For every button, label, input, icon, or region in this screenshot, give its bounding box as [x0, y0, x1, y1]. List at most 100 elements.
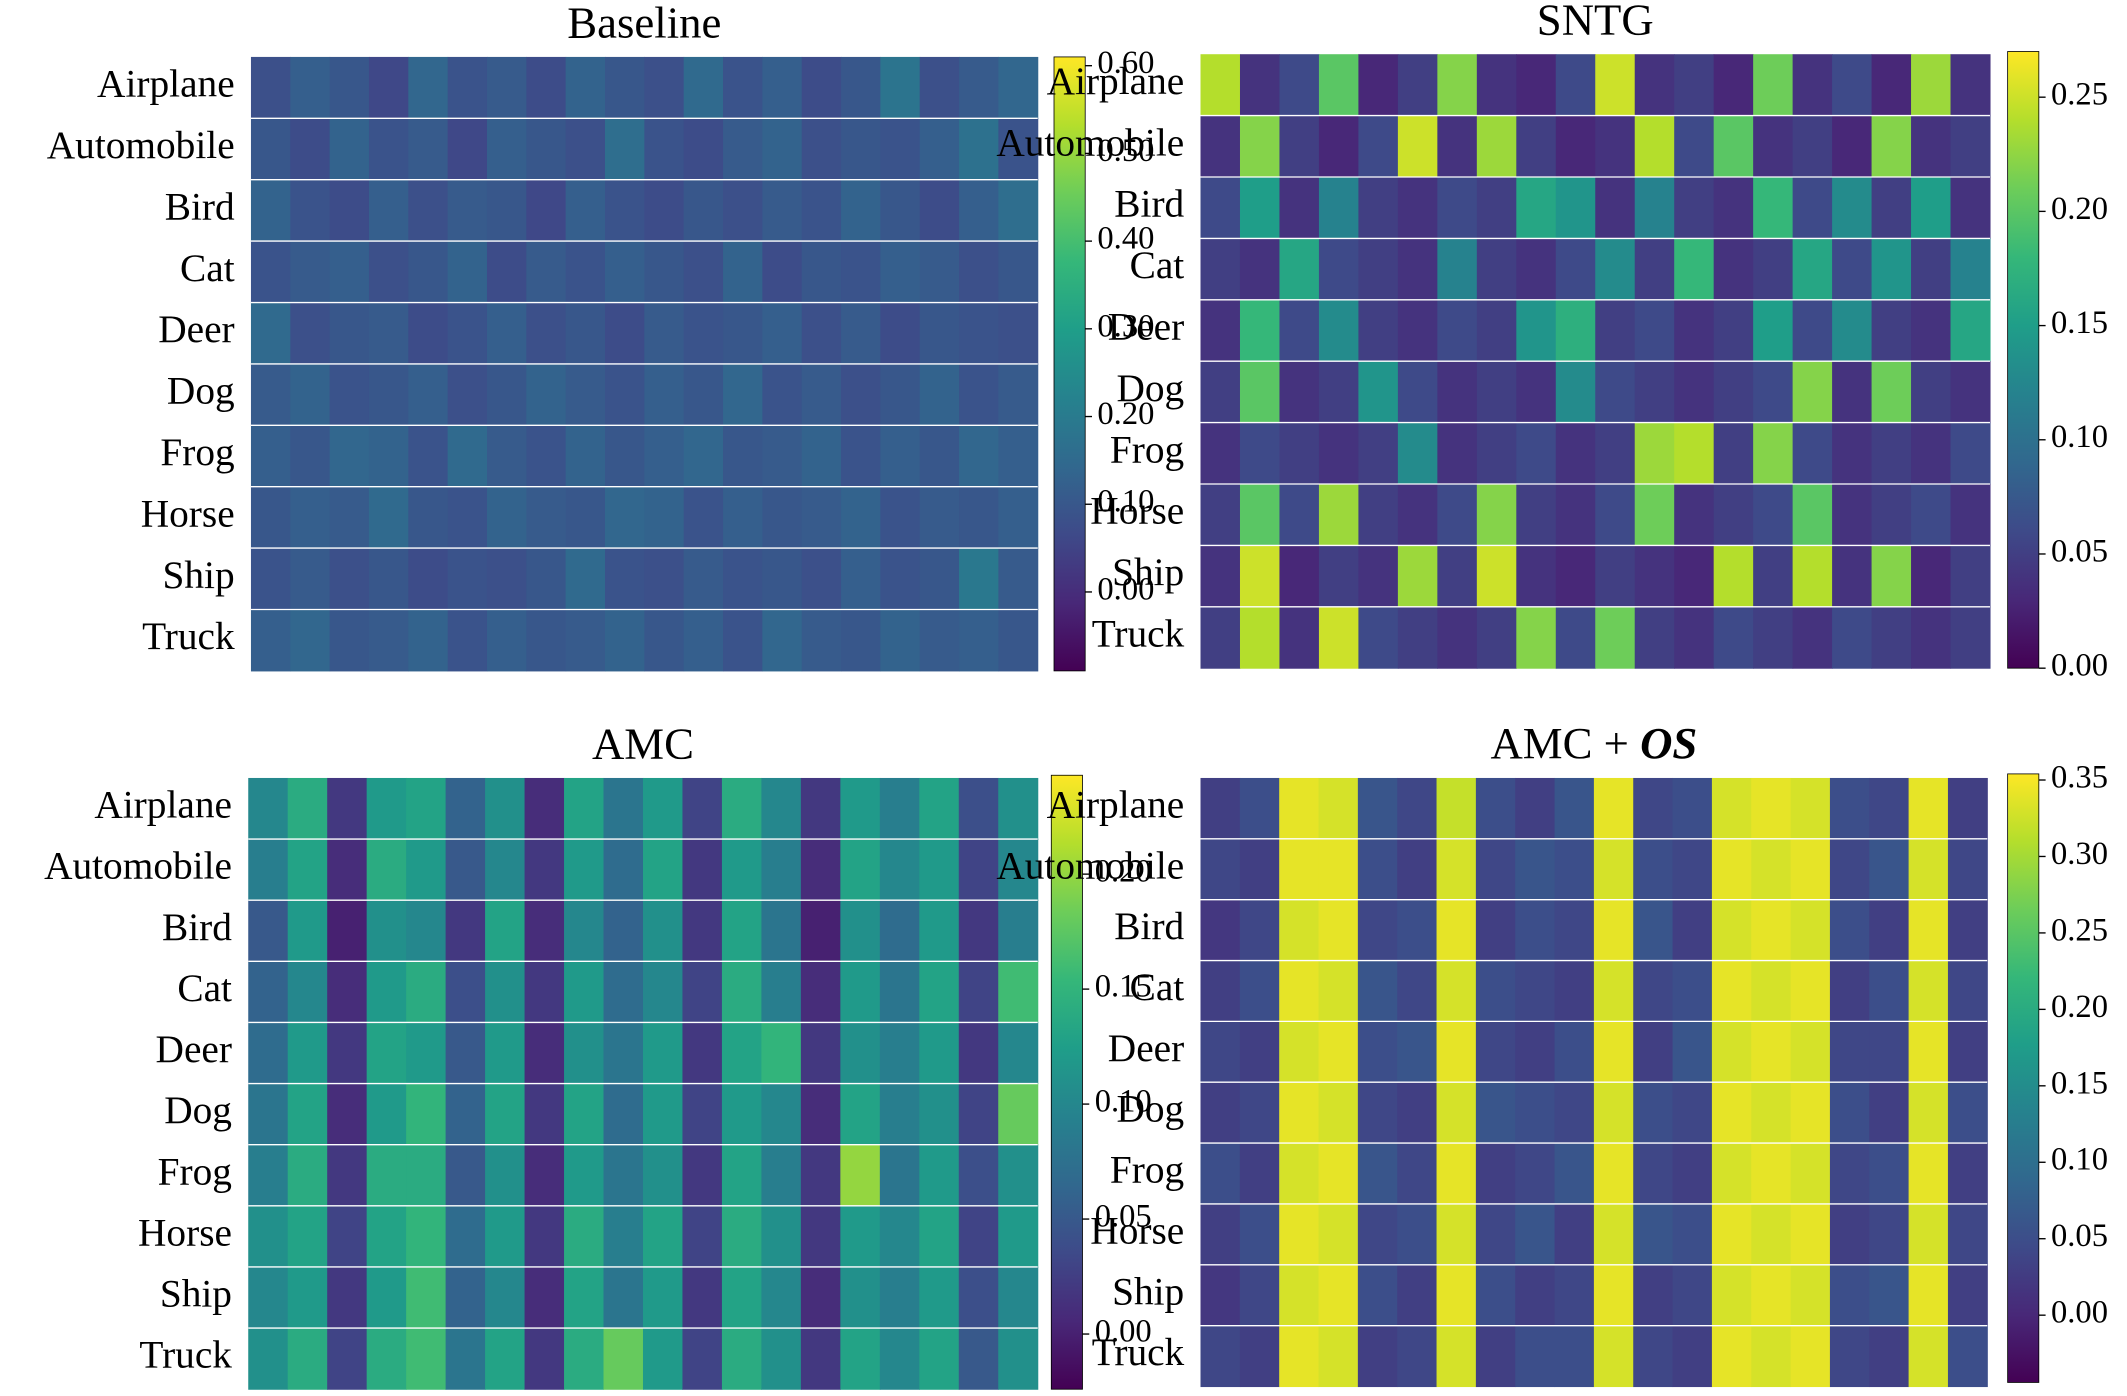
- heatmap-cell: [1595, 299, 1636, 362]
- heatmap-cell: [1947, 1143, 1988, 1205]
- heatmap-cell: [565, 56, 606, 119]
- category-label: Frog: [160, 430, 234, 474]
- heatmap-cell: [603, 1144, 644, 1207]
- heatmap-cell: [683, 56, 724, 119]
- heatmap-cell: [998, 839, 1039, 901]
- heatmap-cell: [368, 609, 409, 672]
- heatmap-cell: [1753, 115, 1794, 178]
- heatmap-cell: [564, 1205, 605, 1268]
- heatmap-cell: [1633, 960, 1674, 1022]
- heatmap-cell: [801, 609, 842, 672]
- heatmap-cell: [1397, 177, 1438, 239]
- heatmap-cell: [327, 1083, 368, 1146]
- heatmap-cell: [1751, 1021, 1792, 1083]
- heatmap-cell: [1200, 422, 1241, 485]
- heatmap-cell: [1239, 238, 1280, 301]
- category-label: Dog: [164, 1088, 232, 1132]
- heatmap-cell: [723, 241, 763, 304]
- heatmap-cell: [1633, 1203, 1674, 1266]
- heatmap-cell: [445, 1144, 486, 1207]
- category-label: Dog: [1116, 366, 1184, 410]
- heatmap-cell: [1200, 361, 1241, 424]
- heatmap-cell: [1869, 1264, 1910, 1327]
- heatmap-cell: [721, 1266, 762, 1329]
- heatmap-cell: [1554, 1264, 1595, 1327]
- heatmap-cell: [1516, 115, 1557, 178]
- heatmap-cell: [1947, 960, 1988, 1022]
- heatmap-cell: [447, 486, 488, 549]
- heatmap-cell: [1672, 1143, 1713, 1205]
- heatmap-cell: [1516, 238, 1557, 301]
- heatmap-cell: [1908, 1325, 1949, 1388]
- heatmap-cell: [644, 609, 685, 672]
- heatmap-cell: [1792, 422, 1833, 485]
- heatmap-cell: [368, 56, 409, 119]
- heatmap-cell: [642, 1144, 684, 1207]
- heatmap-cell: [919, 1144, 960, 1207]
- heatmap-cell: [879, 1083, 920, 1146]
- heatmap-cell: [605, 425, 645, 488]
- heatmap-cell: [919, 1328, 960, 1390]
- heatmap-cell: [287, 1205, 328, 1268]
- heatmap-cell: [1790, 1082, 1831, 1144]
- heatmap-cell: [524, 1266, 565, 1329]
- heatmap-cell: [1239, 899, 1280, 962]
- heatmap-cell: [1593, 1143, 1634, 1205]
- heatmap-cell: [1634, 238, 1675, 301]
- heatmap-cell: [1554, 1143, 1595, 1205]
- heatmap-cell: [1829, 1082, 1870, 1144]
- heatmap-cell: [1358, 361, 1399, 424]
- heatmap-cell: [406, 1083, 447, 1146]
- heatmap-cell: [248, 1205, 289, 1268]
- heatmap-cell: [683, 241, 724, 304]
- heatmap-cell: [1869, 838, 1910, 901]
- heatmap-cell: [1475, 899, 1516, 962]
- heatmap-cell: [603, 900, 644, 962]
- heatmap-cell: [800, 1022, 841, 1085]
- heatmap-cell: [998, 1266, 1039, 1329]
- heatmap-cell: [1792, 545, 1833, 608]
- heatmap-cell: [1358, 606, 1399, 669]
- heatmap-cell: [1711, 777, 1752, 840]
- heatmap-cell: [1475, 777, 1516, 840]
- heatmap-cell: [1318, 838, 1359, 901]
- heatmap-cell: [290, 486, 331, 549]
- heatmap-cell: [919, 609, 960, 672]
- heatmap-cell: [683, 609, 724, 672]
- heatmap-cell: [840, 1022, 881, 1085]
- heatmap-cell: [1357, 1021, 1398, 1083]
- heatmap-cell: [1515, 1203, 1556, 1266]
- category-label: Automobile: [996, 120, 1184, 164]
- heatmap-cell: [1871, 238, 1912, 301]
- heatmap-cell: [1871, 483, 1912, 546]
- heatmap-cell: [366, 839, 407, 901]
- heatmap-cell: [1829, 1264, 1870, 1327]
- heatmap-cell: [919, 425, 960, 488]
- heatmap-cell: [1239, 1203, 1280, 1266]
- heatmap-cell: [1200, 1325, 1241, 1388]
- heatmap-cell: [329, 179, 370, 242]
- heatmap-cell: [250, 118, 291, 181]
- heatmap-cell: [1947, 1021, 1988, 1083]
- heatmap-cell: [879, 1144, 920, 1207]
- heatmap-cell: [959, 425, 999, 488]
- heatmap-cell: [1634, 361, 1675, 424]
- heatmap-cell: [1318, 1021, 1359, 1083]
- heatmap-cell: [1593, 1325, 1634, 1388]
- heatmap-cell: [1593, 1021, 1634, 1083]
- heatmap-cell: [1908, 1203, 1949, 1266]
- panel-title: AMC: [592, 718, 694, 768]
- heatmap-cell: [368, 486, 409, 549]
- heatmap-cell: [998, 425, 1039, 488]
- colorbar-tick-label: 0.20: [1095, 854, 1152, 890]
- heatmap-cell: [287, 900, 328, 962]
- heatmap-cell: [1436, 777, 1477, 840]
- heatmap-cell: [290, 302, 331, 365]
- heatmap-cell: [644, 302, 685, 365]
- heatmap-cell: [1200, 483, 1241, 546]
- heatmap-panel: AMC Airplane Automobile Bird Cat Deer Dog Frog H…: [44, 718, 1152, 1390]
- heatmap-cell: [406, 1144, 447, 1207]
- heatmap-cell: [1357, 1264, 1398, 1327]
- heatmap-cell: [1397, 838, 1438, 901]
- heatmap-cell: [327, 1266, 368, 1329]
